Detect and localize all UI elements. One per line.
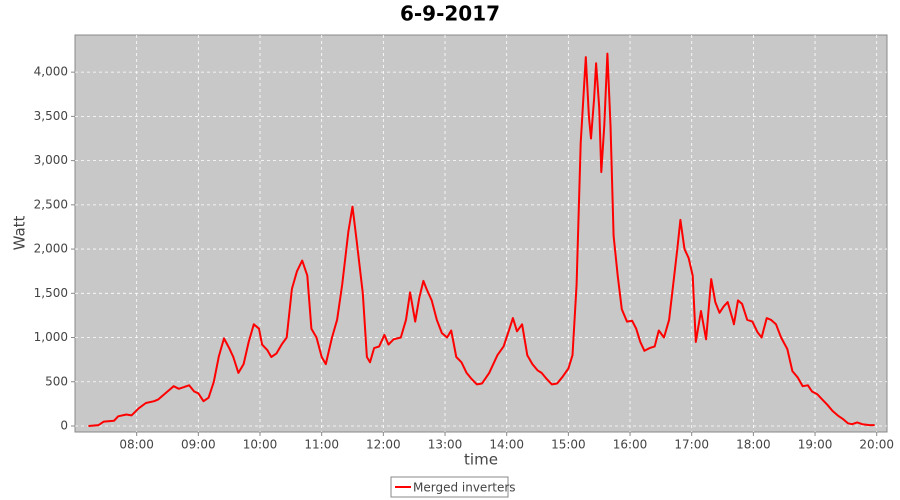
chart-title: 6-9-2017 xyxy=(400,2,500,26)
y-tick-label: 3,000 xyxy=(34,153,68,167)
x-tick-label: 20:00 xyxy=(859,438,894,452)
x-tick-label: 12:00 xyxy=(366,438,401,452)
y-tick-label: 0 xyxy=(60,418,68,432)
plot-area xyxy=(74,34,888,433)
x-tick-label: 15:00 xyxy=(551,438,586,452)
x-tick-label: 18:00 xyxy=(736,438,771,452)
x-tick-label: 10:00 xyxy=(243,438,278,452)
y-tick-label: 1,500 xyxy=(34,286,68,300)
x-tick-label: 11:00 xyxy=(304,438,339,452)
legend: Merged inverters xyxy=(390,476,516,498)
y-tick-label: 1,000 xyxy=(34,330,68,344)
x-tick-label: 17:00 xyxy=(674,438,709,452)
x-tick-label: 16:00 xyxy=(613,438,648,452)
x-tick-label: 09:00 xyxy=(181,438,216,452)
series-line xyxy=(88,52,875,427)
x-axis-label: time xyxy=(464,451,498,469)
y-tick-label: 3,500 xyxy=(34,109,68,123)
legend-box xyxy=(390,476,509,498)
x-tick-label: 13:00 xyxy=(428,438,463,452)
x-tick-label: 14:00 xyxy=(489,438,524,452)
legend-label: Merged inverters xyxy=(413,481,516,495)
y-tick-label: 500 xyxy=(45,374,68,388)
x-tick-label: 08:00 xyxy=(119,438,154,452)
y-axis-label: Watt xyxy=(11,215,29,250)
y-tick-label: 4,000 xyxy=(34,65,68,79)
x-tick-label: 19:00 xyxy=(798,438,833,452)
y-tick-label: 2,500 xyxy=(34,197,68,211)
y-tick-label: 2,000 xyxy=(34,242,68,256)
